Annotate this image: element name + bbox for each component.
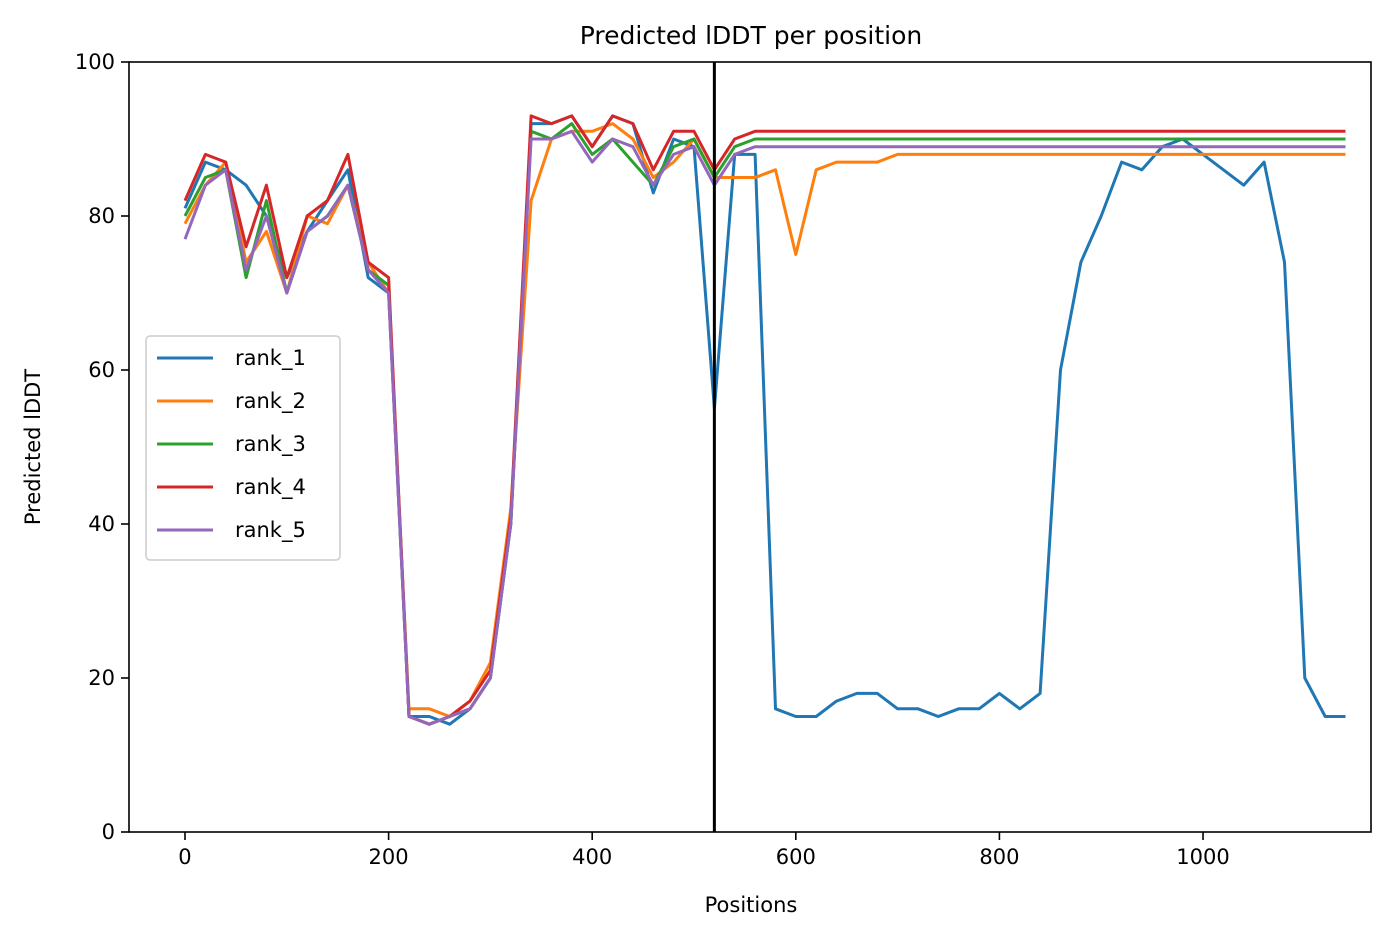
x-axis: 0 200 400 600 800 1000: [178, 832, 1230, 869]
y-tick-label: 20: [88, 666, 115, 690]
legend-label-rank-1: rank_1: [235, 346, 306, 371]
y-tick-label: 60: [88, 358, 115, 382]
plot-frame: [128, 61, 1372, 833]
y-tick-label: 80: [88, 204, 115, 228]
series-line-rank-5: [183, 129, 1346, 726]
legend-label-rank-4: rank_4: [235, 475, 306, 500]
x-tick-label: 0: [178, 845, 191, 869]
legend-label-rank-2: rank_2: [235, 389, 306, 414]
x-tick-label: 800: [979, 845, 1019, 869]
series-line-rank-1: [183, 114, 1346, 726]
x-axis-label: Positions: [705, 893, 798, 917]
plot-lines: [183, 114, 1346, 726]
y-tick-label: 100: [75, 50, 115, 74]
y-tick-label: 40: [88, 512, 115, 536]
x-tick-label: 1000: [1176, 845, 1229, 869]
legend-box: [145, 335, 341, 561]
x-tick-label: 600: [776, 845, 816, 869]
chart-title: Predicted lDDT per position: [580, 21, 922, 50]
y-tick-label: 0: [102, 820, 115, 844]
legend-label-rank-3: rank_3: [235, 432, 306, 457]
legend: rank_1 rank_2 rank_3 rank_4 rank_5: [145, 335, 341, 561]
y-axis-label: Predicted lDDT: [21, 369, 45, 525]
legend-label-rank-5: rank_5: [235, 518, 306, 543]
x-tick-label: 400: [572, 845, 612, 869]
y-axis: 0 20 40 60 80 100: [75, 50, 129, 844]
x-tick-label: 200: [369, 845, 409, 869]
series-line-rank-3: [183, 122, 1346, 726]
series-line-rank-4: [183, 114, 1346, 726]
